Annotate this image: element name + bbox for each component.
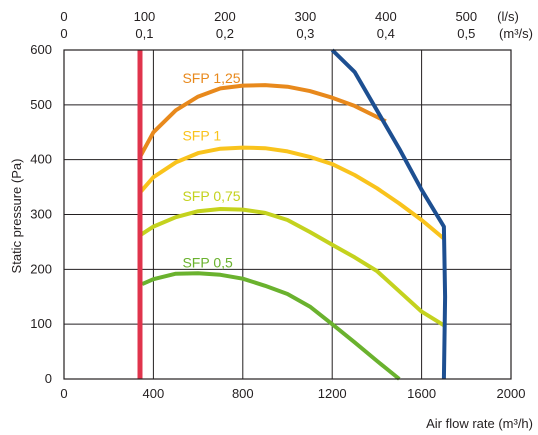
x-tick-label: 1200 (318, 386, 347, 401)
y-tick-label: 200 (30, 261, 52, 276)
x-tick-label: 400 (143, 386, 165, 401)
series-line-sfp-1-25 (140, 85, 386, 157)
top-tick-label-ls: 300 (295, 9, 317, 24)
y-tick-label: 300 (30, 207, 52, 222)
top-tick-label-m3s: 0,5 (457, 26, 475, 41)
top-tick-label-ls: 500 (455, 9, 477, 24)
top-tick-label-ls: 200 (214, 9, 236, 24)
top-tick-label-ls: 400 (375, 9, 397, 24)
top-tick-label-m3s: 0,1 (135, 26, 153, 41)
y-tick-label: 0 (45, 371, 52, 386)
x-tick-label: 1600 (407, 386, 436, 401)
series-label: SFP 0,75 (182, 188, 240, 204)
x-tick-label: 0 (60, 386, 67, 401)
top-tick-label-m3s: 0,2 (216, 26, 234, 41)
x-tick-label: 800 (232, 386, 254, 401)
y-tick-label: 100 (30, 316, 52, 331)
y-tick-label: 600 (30, 42, 52, 57)
y-tick-label: 400 (30, 152, 52, 167)
x-tick-label: 2000 (497, 386, 526, 401)
top-tick-label-m3s: 0,3 (296, 26, 314, 41)
x-axis-title: Air flow rate (m³/h) (426, 416, 533, 431)
top-tick-label-m3s: 0,4 (377, 26, 395, 41)
series-label: SFP 1 (182, 127, 221, 143)
series-label: SFP 1,25 (182, 70, 240, 86)
top-tick-label-ls: 0 (60, 9, 67, 24)
tick-labels: 0 400 800 1200 1600 2000010020030040050060000… (30, 9, 525, 401)
y-axis-title: Static pressure (Pa) (9, 159, 24, 274)
top-tick-label-m3s: 0 (60, 26, 67, 41)
y-tick-label: 500 (30, 97, 52, 112)
top-tick-label-ls: 100 (134, 9, 156, 24)
series-line-sfp-0-5 (142, 273, 399, 379)
top-axis-unit-m3s: (m³/s) (499, 26, 533, 41)
series-label: SFP 0,5 (182, 255, 233, 271)
top-axis-unit-ls: (l/s) (497, 9, 519, 24)
